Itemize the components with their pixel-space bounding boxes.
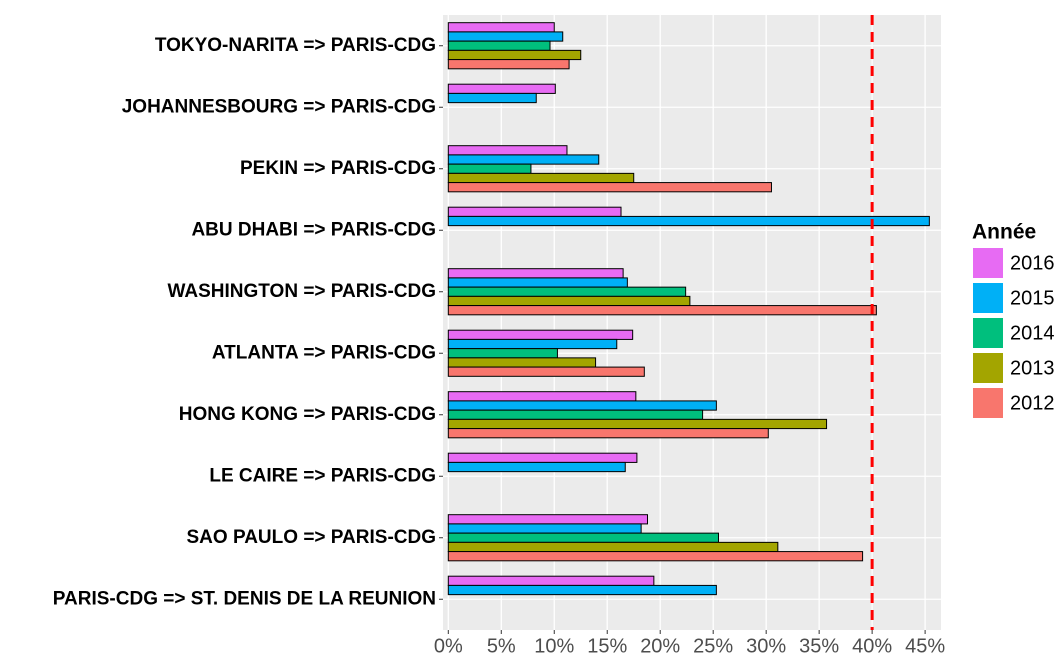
bar [447, 575, 655, 586]
bar [447, 338, 618, 350]
bar [447, 22, 555, 33]
bar [447, 428, 769, 439]
bar [447, 277, 628, 288]
category-label: JOHANNESBOURG => PARIS-CDG [122, 96, 436, 117]
category-label: TOKYO-NARITA => PARIS-CDG [155, 35, 436, 56]
bar [447, 418, 828, 430]
bar [447, 461, 626, 473]
bar [447, 59, 570, 70]
category-label: HONG KONG => PARIS-CDG [179, 404, 436, 425]
legend-title: Année [972, 221, 1036, 244]
category-label: WASHINGTON => PARIS-CDG [168, 281, 437, 302]
category-label: SAO PAULO => PARIS-CDG [187, 527, 437, 548]
legend-key [973, 353, 1003, 383]
x-tick-label: 40% [852, 635, 892, 656]
bar [447, 154, 600, 165]
x-tick-label: 35% [799, 635, 839, 656]
bar [447, 400, 717, 411]
bar [447, 172, 635, 184]
bar [447, 163, 532, 174]
bar [447, 145, 568, 156]
legend-key [973, 318, 1003, 348]
x-tick-label: 45% [905, 635, 945, 656]
legend-key [973, 248, 1003, 278]
x-tick-label: 5% [487, 635, 516, 656]
bar [447, 329, 634, 340]
bar [447, 523, 642, 534]
bar [447, 206, 622, 217]
legend-label: 2012 [1010, 392, 1055, 414]
bar [447, 452, 638, 463]
bar [447, 31, 564, 42]
bar [447, 366, 645, 377]
bar [447, 40, 551, 51]
legend-label: 2016 [1010, 252, 1055, 274]
bar [447, 49, 582, 61]
bar [447, 83, 556, 94]
bar [447, 514, 648, 525]
bar [447, 551, 864, 562]
bar [447, 409, 704, 420]
x-tick-label: 25% [693, 635, 733, 656]
bar [447, 286, 687, 297]
legend-key [973, 283, 1003, 313]
legend-label: 2015 [1010, 287, 1055, 309]
x-tick-label: 15% [587, 635, 627, 656]
x-tick-label: 0% [434, 635, 463, 656]
bar [447, 295, 691, 307]
category-label: PARIS-CDG => ST. DENIS DE LA REUNION [53, 588, 436, 609]
bar [447, 268, 624, 279]
category-label: ABU DHABI => PARIS-CDG [191, 219, 436, 240]
bar [447, 532, 719, 543]
category-label: LE CAIRE => PARIS-CDG [209, 465, 436, 486]
bar [447, 182, 772, 193]
bar [447, 305, 877, 316]
bar [447, 92, 537, 104]
x-tick-label: 20% [640, 635, 680, 656]
category-label: ATLANTA => PARIS-CDG [212, 342, 436, 363]
bar [447, 541, 779, 553]
x-tick-label: 10% [534, 635, 574, 656]
legend-key [973, 388, 1003, 418]
bar [447, 357, 597, 368]
bar [447, 391, 637, 402]
category-label: PEKIN => PARIS-CDG [240, 158, 436, 179]
legend-label: 2014 [1010, 322, 1055, 344]
bar [447, 584, 717, 596]
x-tick-label: 30% [746, 635, 786, 656]
bar [447, 215, 930, 227]
legend-label: 2013 [1010, 357, 1055, 379]
bar [447, 348, 558, 359]
